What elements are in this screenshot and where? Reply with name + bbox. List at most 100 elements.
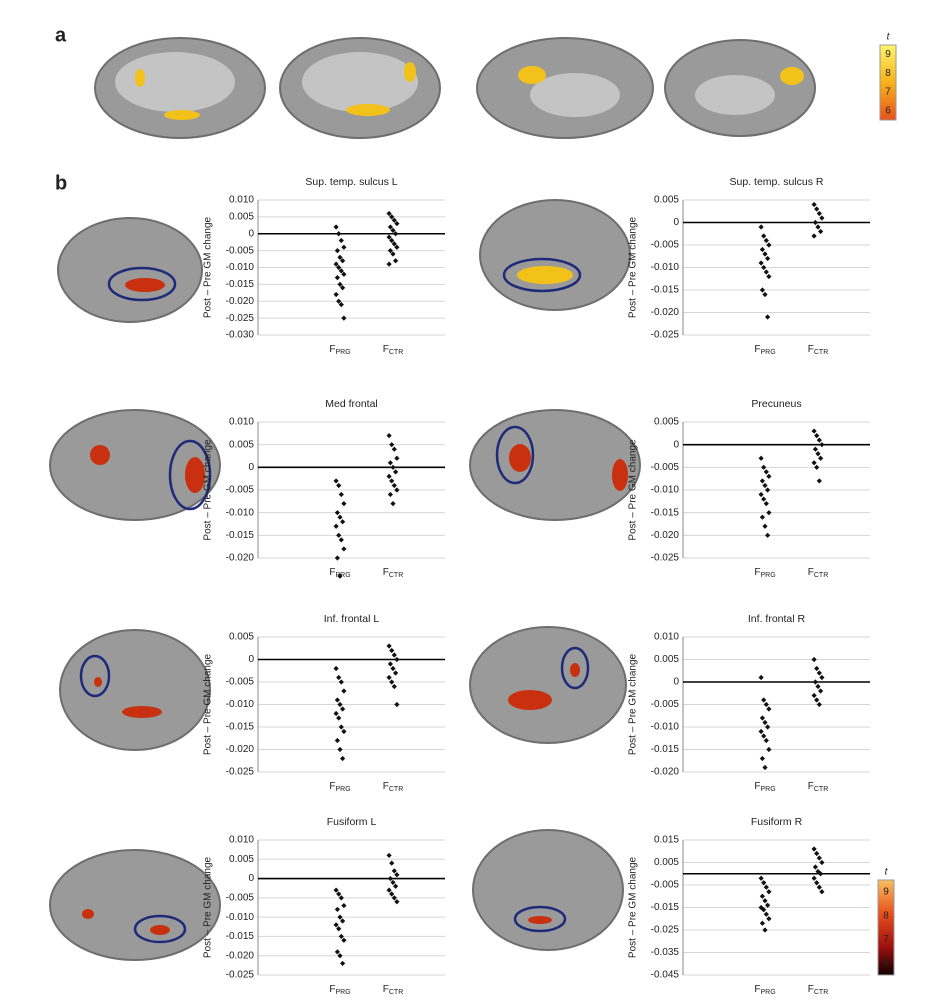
data-point: [766, 473, 772, 479]
y-axis-label: Post – Pre GM change: [628, 216, 639, 318]
y-tick-label: 0: [673, 677, 679, 688]
colorbar: [879, 44, 897, 121]
x-tick-main: F: [754, 984, 760, 995]
data-point: [766, 889, 772, 895]
data-point: [340, 706, 346, 712]
data-point: [394, 656, 400, 663]
data-point: [815, 224, 821, 230]
data-point: [333, 224, 339, 230]
chart-title: Sup. temp. sulcus L: [305, 176, 397, 188]
data-point: [765, 255, 771, 262]
data-point: [336, 674, 342, 681]
x-tick-sub: CTR: [814, 349, 828, 356]
data-point: [341, 937, 347, 943]
data-point: [338, 302, 344, 308]
x-tick-main: F: [383, 984, 389, 995]
data-point: [762, 523, 768, 529]
data-point: [814, 206, 820, 212]
data-point: [391, 446, 397, 452]
data-point: [389, 860, 395, 866]
y-tick-label: -0.015: [226, 530, 255, 541]
data-point: [337, 514, 343, 520]
data-point: [763, 701, 769, 708]
data-point: [761, 264, 767, 271]
data-point: [389, 647, 395, 654]
data-point: [333, 887, 339, 893]
data-point: [761, 233, 767, 239]
data-point: [761, 697, 767, 703]
data-point: [341, 728, 347, 735]
y-tick-label: -0.005: [226, 677, 255, 688]
data-point: [816, 884, 822, 890]
y-axis-label: Post – Pre GM change: [203, 856, 214, 958]
data-point: [334, 949, 340, 955]
y-axis-label: Post – Pre GM change: [203, 216, 214, 318]
y-tick-label: -0.025: [651, 330, 680, 341]
data-point: [394, 899, 400, 905]
x-tick-label: FPRG: [754, 781, 775, 793]
data-point: [333, 523, 339, 529]
panel-label: b: [55, 172, 67, 194]
data-point: [812, 679, 818, 685]
data-point: [394, 221, 400, 227]
data-point: [763, 469, 769, 475]
y-tick-label: -0.015: [651, 744, 680, 755]
data-point: [338, 537, 344, 543]
y-tick-label: -0.025: [226, 970, 255, 981]
data-point: [763, 737, 769, 744]
data-point: [758, 455, 764, 461]
data-point: [389, 891, 395, 897]
data-point: [387, 248, 393, 254]
data-point: [816, 210, 822, 217]
data-point: [387, 224, 393, 230]
y-tick-label: -0.020: [651, 530, 680, 541]
data-point: [814, 880, 820, 886]
data-point: [341, 501, 347, 507]
colorbar-tick-label: 6: [885, 105, 891, 116]
data-point: [336, 264, 342, 271]
y-tick-label: 0: [673, 217, 679, 228]
data-point: [340, 519, 346, 525]
data-point: [391, 895, 397, 901]
data-point: [389, 478, 395, 484]
data-point: [391, 683, 397, 690]
data-point: [811, 201, 817, 208]
y-tick-label: -0.015: [226, 279, 255, 290]
x-tick-label: FCTR: [808, 984, 829, 996]
data-point: [334, 906, 340, 913]
y-tick-label: 0.010: [229, 195, 254, 206]
y-tick-label: 0.005: [654, 195, 679, 206]
y-axis-label: Post – Pre GM change: [628, 439, 639, 541]
y-tick-label: -0.015: [226, 722, 255, 733]
data-point: [812, 446, 818, 452]
data-point: [386, 852, 392, 859]
data-point: [338, 724, 344, 730]
data-point: [386, 887, 392, 893]
data-point: [337, 254, 343, 260]
data-point: [390, 665, 396, 672]
data-point: [338, 268, 344, 274]
chart-title: Sup. temp. sulcus R: [730, 176, 824, 188]
data-point: [337, 281, 343, 287]
colorbar-tick-label: 7: [885, 87, 891, 98]
chart-title: Precuneus: [751, 398, 801, 410]
data-point: [816, 701, 822, 708]
data-point: [761, 907, 767, 913]
data-point: [333, 665, 339, 672]
x-tick-sub: PRG: [760, 786, 775, 793]
x-tick-label: FCTR: [383, 781, 404, 793]
y-tick-label: -0.020: [226, 553, 255, 564]
data-point: [336, 926, 342, 932]
y-tick-label: -0.010: [226, 262, 255, 273]
y-tick-label: -0.035: [651, 947, 680, 958]
data-point: [819, 674, 825, 681]
data-point: [811, 460, 817, 466]
x-tick-sub: PRG: [335, 572, 350, 579]
colorbar-tick-label: 9: [885, 49, 891, 60]
data-point: [394, 872, 400, 878]
data-point: [336, 715, 342, 721]
x-tick-label: FCTR: [383, 567, 404, 579]
data-point: [814, 665, 820, 672]
data-point: [390, 251, 396, 257]
y-tick-label: 0: [248, 462, 254, 473]
